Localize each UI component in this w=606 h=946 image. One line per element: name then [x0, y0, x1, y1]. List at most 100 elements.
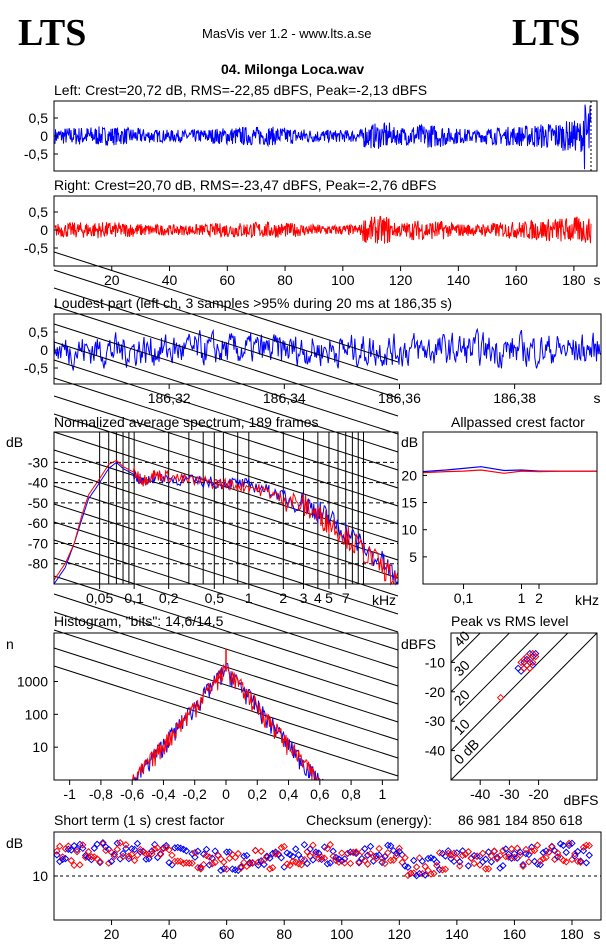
crest-point-right	[559, 856, 568, 865]
allpassed-y-unit: dB	[401, 434, 418, 450]
right-x-tick-label: 80	[277, 272, 293, 288]
crest-point-right	[545, 848, 553, 856]
crest-point-left	[427, 854, 435, 862]
crest-point-left	[231, 866, 240, 874]
crest-point-right	[450, 849, 458, 857]
crest-point-right	[490, 847, 498, 855]
crest-point-left	[58, 855, 67, 864]
crest-point-left	[64, 845, 73, 853]
crest-point-left	[194, 847, 202, 855]
crest-point-right	[441, 865, 450, 873]
crest-point-left	[306, 845, 314, 853]
crest-point-right	[156, 850, 165, 859]
crest-point-left	[245, 858, 254, 867]
spectrum-y-tick-label: -40	[28, 475, 48, 491]
crest-point-right	[499, 846, 507, 855]
crest-point-left	[576, 857, 585, 865]
crest-x-tick-label: 180	[560, 926, 584, 942]
crest-point-right	[326, 840, 334, 849]
crest-point-right	[542, 853, 550, 862]
spectrum-slope-line	[53, 557, 399, 669]
right-x-tick-label: 140	[447, 272, 471, 288]
right-y-tick-label: -0,5	[24, 240, 48, 256]
crest-point-left	[582, 859, 591, 867]
peak-rms-crest-line	[450, 632, 569, 751]
crest-point-right	[536, 857, 545, 865]
crest-point-left	[556, 840, 565, 848]
crest-point-left	[148, 847, 156, 855]
crest-point-left	[297, 855, 306, 863]
crest-point-left	[585, 851, 593, 859]
crest-point-right	[585, 841, 593, 850]
crest-point-left	[545, 848, 553, 856]
crest-y-tick-label: 10	[32, 868, 48, 884]
right-x-unit: s	[594, 272, 601, 288]
crest-point-left	[156, 850, 165, 858]
peak-rms-crest-line	[450, 632, 539, 722]
right-x-tick-label: 120	[389, 272, 413, 288]
histogram-x-tick-label: -0,2	[183, 786, 207, 802]
crest-point-left	[70, 842, 78, 850]
crest-point-right	[176, 857, 185, 866]
crest-point-left	[294, 851, 303, 859]
crest-point-right	[484, 865, 493, 873]
crest-point-left	[113, 839, 122, 847]
crest-point-right	[205, 853, 214, 861]
checksum-value: 86 981 184 850 618	[458, 812, 583, 828]
logo-right: LTS	[512, 12, 581, 54]
crest-point-left	[240, 852, 248, 860]
crest-point-right	[438, 866, 447, 874]
right-waveform-frame	[53, 195, 598, 267]
crest-point-left	[125, 854, 133, 863]
spectrum-slope-line	[53, 503, 399, 615]
crest-point-right	[579, 843, 588, 851]
crest-point-right	[412, 863, 421, 871]
allpassed-y-tick-label: 20	[401, 467, 417, 483]
crest-point-right	[338, 849, 346, 857]
peak-rms-x-unit: dBFS	[563, 792, 598, 808]
crest-point-left	[568, 839, 576, 848]
peak-rms-y-tick-label: -10	[425, 654, 445, 670]
peak-rms-point-left	[517, 667, 525, 675]
crest-point-left	[409, 856, 418, 865]
crest-point-right	[309, 841, 317, 849]
crest-point-right	[116, 839, 124, 847]
peak-rms-crest-line	[450, 632, 481, 663]
crest-point-right	[481, 865, 490, 873]
crest-point-right	[297, 861, 306, 869]
crest-point-right	[151, 845, 159, 853]
spectrum-slope-line	[53, 359, 399, 471]
right-x-tick-label: 180	[562, 272, 586, 288]
crest-point-left	[300, 840, 309, 849]
allpassed-x-tick-label: 1	[518, 590, 526, 606]
loudest-y-tick-label: -0,5	[24, 360, 48, 376]
crest-point-left	[392, 849, 401, 857]
crest-point-right	[277, 843, 286, 852]
crest-point-left	[519, 860, 527, 869]
crest-point-left	[228, 865, 237, 873]
histogram-x-tick-label: 0,2	[248, 786, 268, 802]
crest-point-left	[309, 856, 317, 864]
crest-point-left	[415, 869, 424, 878]
crest-y-unit: dB	[6, 835, 23, 851]
allpassed-x-unit: kHz	[575, 592, 599, 608]
histogram-series-right	[100, 664, 352, 782]
crest-point-right	[349, 848, 357, 857]
crest-point-right	[263, 853, 271, 862]
app-title: MasVis ver 1.2 - www.lts.a.se	[202, 26, 372, 41]
spectrum-x-tick-label: 5	[325, 590, 333, 606]
crest-point-right	[96, 857, 104, 866]
crest-x-tick-label: 80	[276, 926, 292, 942]
crest-point-right	[191, 848, 199, 857]
spectrum-slope-line	[53, 449, 399, 561]
crest-point-right	[513, 844, 522, 852]
peak-rms-y-tick-label: -40	[425, 743, 445, 759]
spectrum-series-right	[53, 459, 399, 586]
spectrum-slope-line	[53, 341, 399, 453]
spectrum-slope-line	[53, 323, 399, 435]
crest-point-left	[323, 860, 332, 868]
histogram-x-tick-label: -0,4	[151, 786, 175, 802]
crest-point-right	[464, 848, 473, 856]
crest-point-left	[378, 858, 386, 867]
crest-point-left	[404, 863, 412, 871]
